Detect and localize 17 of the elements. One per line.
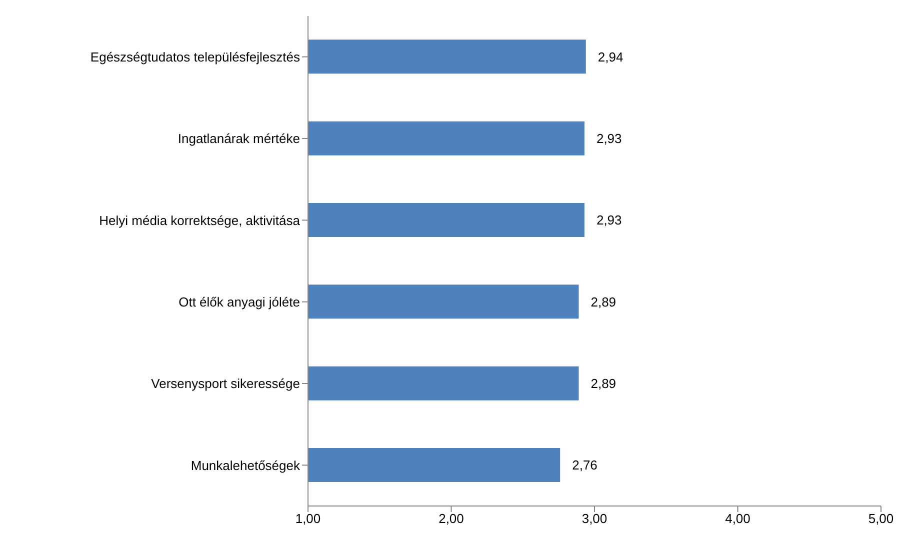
data-label: 2,76 [572, 458, 598, 473]
data-label: 2,93 [596, 212, 622, 228]
y-tick-label: Egészségtudatos településfejlesztés [90, 49, 300, 64]
x-tick-label: 5,00 [868, 511, 894, 526]
x-tick-label: 3,00 [582, 511, 608, 526]
x-tick-label: 4,00 [725, 511, 750, 526]
y-tick-label: Ingatlanárak mértéke [178, 131, 300, 146]
x-tick-label: 1,00 [295, 511, 321, 526]
y-tick-label: Ott élők anyagi jóléte [178, 294, 300, 310]
x-tick-label: 2,00 [438, 511, 464, 526]
data-label: 2,94 [598, 49, 624, 64]
y-tick-label: Versenysport sikeressége [151, 376, 300, 392]
data-label: 2,89 [590, 376, 616, 391]
data-label: 2,93 [596, 130, 622, 146]
data-label: 2,89 [590, 294, 616, 310]
y-tick-label: Helyi média korrektsége, aktivitása [99, 212, 301, 228]
y-tick-label: Munkalehetőségek [190, 458, 300, 473]
